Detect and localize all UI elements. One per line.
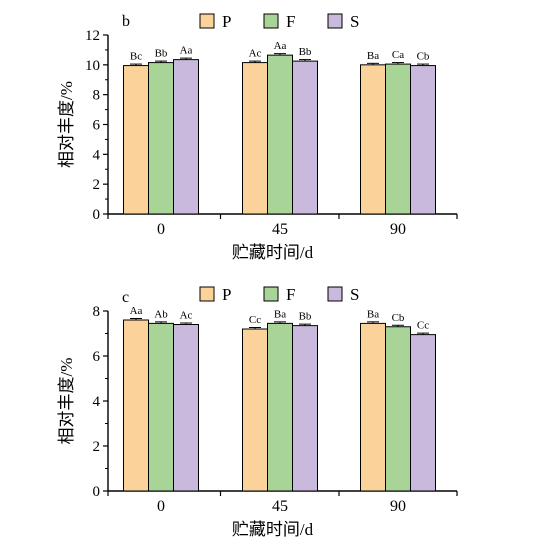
legend-label: P <box>222 285 231 304</box>
legend-swatch <box>199 286 215 302</box>
bar <box>267 54 293 215</box>
significance-label: Bb <box>155 48 168 60</box>
bar <box>385 326 411 492</box>
legend-label: F <box>286 12 295 31</box>
bar <box>292 325 318 492</box>
legend-label: S <box>350 12 359 31</box>
y-tick-label: 0 <box>93 484 101 500</box>
panel-label: c <box>122 289 129 306</box>
legend-label: S <box>350 285 359 304</box>
bar <box>267 322 293 492</box>
bar <box>148 322 174 492</box>
x-tick-label: 90 <box>390 221 406 238</box>
significance-label: Cc <box>417 320 429 332</box>
bar <box>173 324 199 492</box>
bar <box>385 63 411 215</box>
panel-label: b <box>122 13 130 30</box>
bar <box>360 64 386 215</box>
y-tick-label: 8 <box>93 304 101 320</box>
x-tick-label: 0 <box>157 498 165 515</box>
x-tick-label: 90 <box>390 498 406 515</box>
significance-label: Aa <box>130 305 143 317</box>
legend-swatch <box>327 286 343 302</box>
bar <box>242 328 268 492</box>
legend-label: P <box>222 12 231 31</box>
bar <box>360 322 386 492</box>
y-tick-label: 2 <box>93 177 101 193</box>
y-tick-label: 12 <box>85 28 100 44</box>
y-tick-label: 2 <box>93 439 101 455</box>
x-tick-label: 45 <box>272 221 288 238</box>
y-tick-label: 10 <box>85 58 100 74</box>
y-axis-title: 相对丰度/% <box>57 81 76 168</box>
significance-label: Ac <box>180 310 193 322</box>
bar <box>242 62 268 215</box>
significance-label: Ac <box>249 48 262 60</box>
significance-label: Ba <box>367 50 379 62</box>
significance-label: Bb <box>299 46 312 58</box>
significance-label: Ca <box>392 49 404 61</box>
x-axis-title: 贮藏时间/d <box>232 243 314 262</box>
bar <box>123 319 149 492</box>
legend-label: F <box>286 285 295 304</box>
x-axis-title: 贮藏时间/d <box>232 520 314 539</box>
bar <box>148 62 174 215</box>
bar <box>410 65 436 215</box>
significance-label: Ab <box>154 308 168 320</box>
y-tick-label: 6 <box>93 118 101 134</box>
significance-label: Ba <box>367 308 379 320</box>
significance-label: Cc <box>249 314 261 326</box>
legend-swatch <box>199 13 215 29</box>
y-axis-title: 相对丰度/% <box>57 358 76 445</box>
bar <box>410 334 436 492</box>
y-tick-label: 4 <box>93 147 101 163</box>
y-tick-label: 6 <box>93 349 101 365</box>
y-tick-label: 8 <box>93 88 101 104</box>
significance-label: Ba <box>274 308 286 320</box>
x-tick-label: 0 <box>157 221 165 238</box>
bar <box>292 60 318 215</box>
legend-swatch <box>263 13 279 29</box>
y-tick-label: 0 <box>93 207 101 223</box>
bar <box>123 65 149 215</box>
bar <box>173 59 199 215</box>
significance-label: Bc <box>130 51 142 63</box>
y-tick-label: 4 <box>93 394 101 410</box>
significance-label: Cb <box>417 51 430 63</box>
significance-label: Aa <box>274 40 287 52</box>
legend-swatch <box>327 13 343 29</box>
significance-label: Aa <box>180 45 193 57</box>
significance-label: Cb <box>392 312 405 324</box>
significance-label: Bb <box>299 311 312 323</box>
legend-swatch <box>263 286 279 302</box>
x-tick-label: 45 <box>272 498 288 515</box>
